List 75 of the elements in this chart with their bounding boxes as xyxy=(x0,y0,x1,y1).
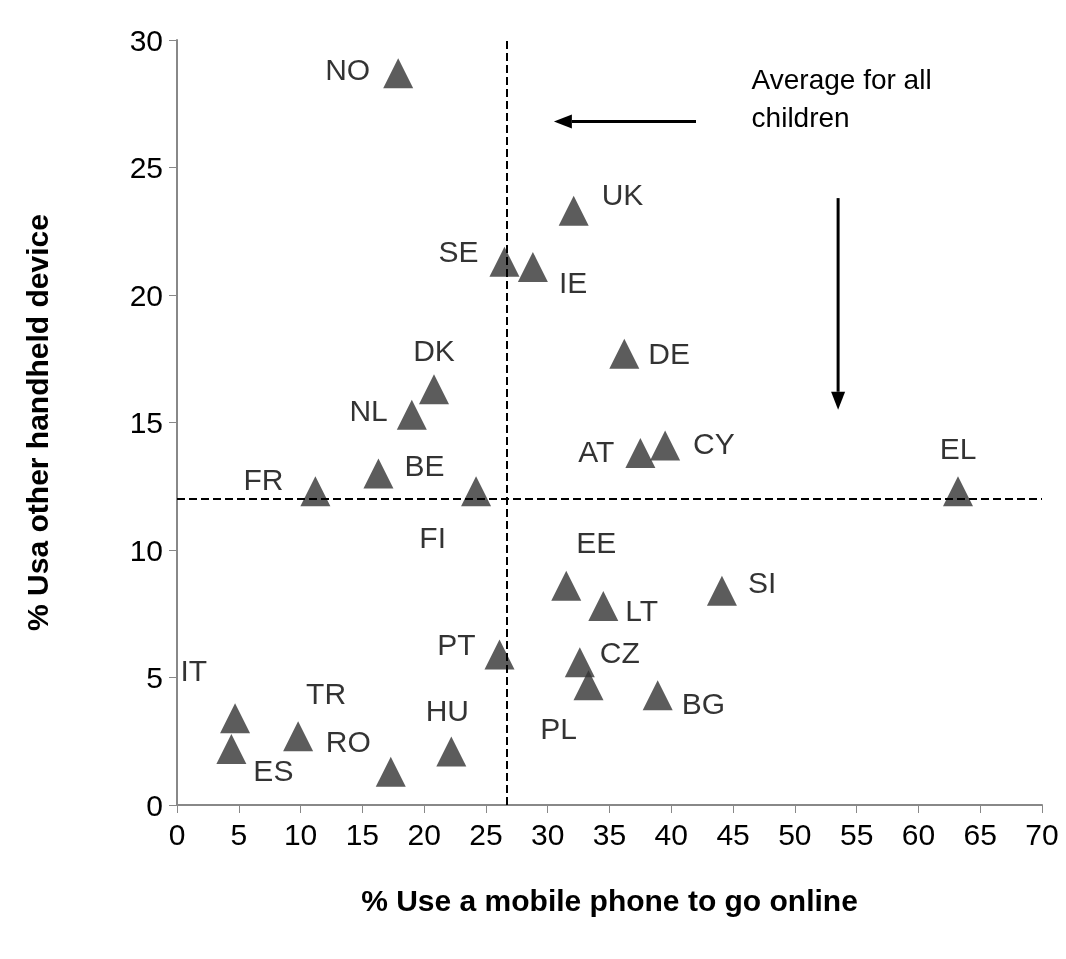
point xyxy=(383,58,414,89)
x-tick-label: 65 xyxy=(963,817,997,851)
x-tick-label: 20 xyxy=(407,817,441,851)
series-label: SE xyxy=(438,235,479,269)
series-label: UK xyxy=(601,178,644,212)
x-tick-label: 0 xyxy=(168,817,186,851)
y-axis-title: % Usa other handheld device xyxy=(20,214,54,631)
y-tick-label: 0 xyxy=(146,788,163,822)
point xyxy=(484,639,515,670)
series-label: HU xyxy=(425,693,469,727)
series-label: IE xyxy=(558,266,588,300)
point xyxy=(216,733,247,764)
series-label: NO xyxy=(325,52,371,86)
series-label: PL xyxy=(540,711,577,745)
series-label: FR xyxy=(243,462,284,496)
series-label: IT xyxy=(180,653,208,687)
point xyxy=(625,438,656,469)
point xyxy=(551,570,582,601)
series-label: EL xyxy=(939,431,977,465)
x-tick-label: 25 xyxy=(469,817,503,851)
y-tick-label: 25 xyxy=(129,151,163,184)
series-label: TR xyxy=(306,676,347,710)
series-label: EE xyxy=(576,526,617,560)
series-label: DK xyxy=(413,333,455,367)
series-label: SI xyxy=(747,566,777,600)
point xyxy=(396,399,427,430)
point xyxy=(489,246,520,277)
x-tick-label: 15 xyxy=(345,817,380,851)
series-label: AT xyxy=(578,434,615,468)
point xyxy=(436,736,467,767)
x-tick-label: 10 xyxy=(283,817,318,851)
point xyxy=(588,591,619,622)
x-tick-label: 30 xyxy=(531,817,565,851)
point xyxy=(283,721,314,752)
series-label: CY xyxy=(693,426,735,460)
series-label: CZ xyxy=(599,635,640,669)
point xyxy=(363,458,394,489)
point xyxy=(706,575,737,606)
point xyxy=(609,338,640,369)
point xyxy=(300,476,331,507)
series-label: LT xyxy=(625,593,659,627)
point xyxy=(564,647,595,678)
series-label: ES xyxy=(253,754,294,788)
point xyxy=(642,680,673,711)
x-tick-label: 40 xyxy=(654,817,688,851)
point xyxy=(650,430,681,461)
series-label: BE xyxy=(404,449,445,482)
series-label: RO xyxy=(325,725,371,759)
point xyxy=(375,756,406,787)
y-tick-label: 5 xyxy=(146,661,163,694)
point xyxy=(517,251,548,282)
point xyxy=(461,476,492,507)
series-label: NL xyxy=(349,394,388,428)
y-tick-label: 30 xyxy=(129,23,163,57)
x-tick-label: 45 xyxy=(716,817,750,851)
point xyxy=(558,195,589,226)
point xyxy=(419,374,450,405)
point xyxy=(573,670,604,701)
y-tick-label: 10 xyxy=(129,533,163,567)
point xyxy=(220,703,251,734)
x-tick-label: 70 xyxy=(1025,817,1059,851)
y-tick-label: 20 xyxy=(129,278,163,312)
x-tick-label: 35 xyxy=(592,817,627,851)
x-tick-label: 55 xyxy=(839,817,874,851)
x-axis-title: % Use a mobile phone to go online xyxy=(361,883,858,917)
annotation: Average for all children xyxy=(751,63,940,133)
series-label: FI xyxy=(419,520,447,554)
series-label: DE xyxy=(648,337,691,371)
y-tick-label: 15 xyxy=(129,406,163,439)
point xyxy=(942,476,973,507)
x-tick-label: 50 xyxy=(778,817,812,851)
x-tick-label: 60 xyxy=(901,817,936,851)
series-label: BG xyxy=(681,686,726,720)
series-label: PT xyxy=(437,628,476,662)
x-tick-label: 5 xyxy=(230,817,248,851)
